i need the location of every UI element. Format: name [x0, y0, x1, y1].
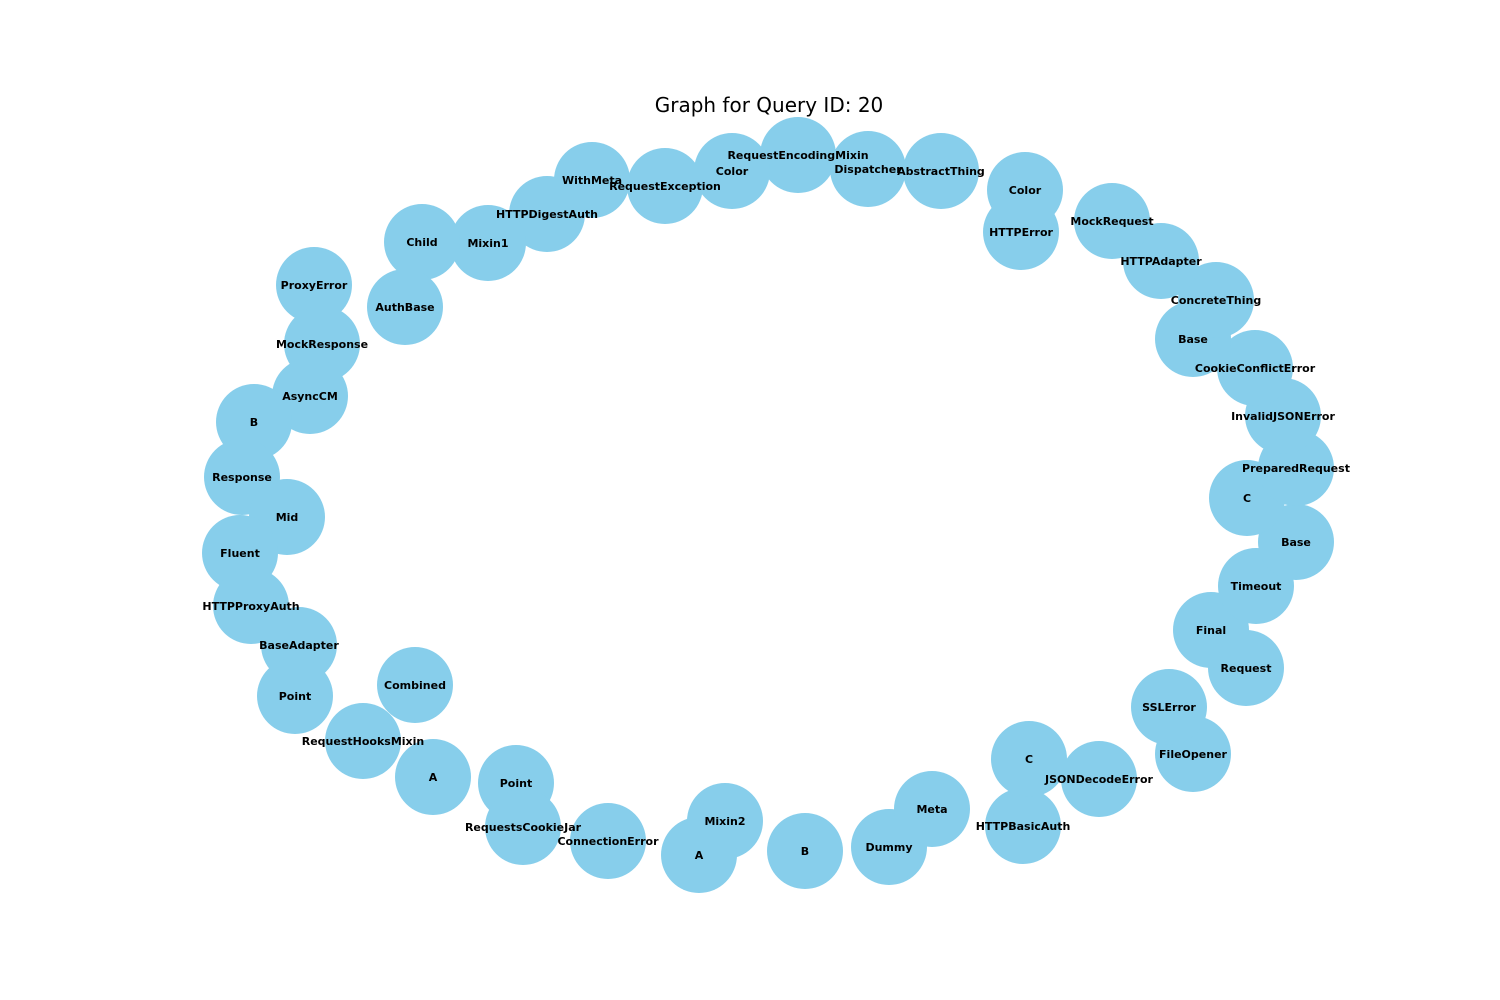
graph-node-label: CookieConflictError — [1195, 362, 1316, 375]
graph-node-label: HTTPBasicAuth — [976, 820, 1071, 833]
graph-node — [1061, 741, 1137, 817]
graph-node-label: B — [801, 845, 809, 858]
graph-node — [570, 803, 646, 879]
graph-node — [1074, 183, 1150, 259]
graph-node-label: JSONDecodeError — [1044, 773, 1153, 786]
graph-node-label: Timeout — [1231, 580, 1282, 593]
graph-node-label: SSLError — [1142, 701, 1196, 714]
graph-node-label: AsyncCM — [282, 390, 338, 403]
graph-node — [1217, 330, 1293, 406]
graph-node-label: C — [1243, 492, 1251, 505]
graph-node — [384, 204, 460, 280]
graph-node-label: HTTPAdapter — [1120, 255, 1202, 268]
graph-node — [991, 721, 1067, 797]
graph-node — [395, 739, 471, 815]
nodes-layer: RequestEncodingMixinDispatcherAbstractTh… — [202, 117, 1350, 893]
graph-node — [485, 789, 561, 865]
graph-node — [694, 133, 770, 209]
graph-node — [903, 133, 979, 209]
graph-node-label: Fluent — [220, 547, 260, 560]
graph-node-label: RequestEncodingMixin — [727, 149, 868, 162]
graph-node-label: HTTPDigestAuth — [496, 208, 598, 221]
graph-node-label: HTTPError — [989, 226, 1053, 239]
graph-node-label: Base — [1178, 333, 1208, 346]
graph-node-label: RequestHooksMixin — [302, 735, 425, 748]
graph-node — [661, 817, 737, 893]
graph-node-label: Point — [500, 777, 532, 790]
graph-node-label: Response — [212, 471, 272, 484]
graph-node-label: C — [1025, 753, 1033, 766]
graph-node — [894, 771, 970, 847]
graph-node-label: Mid — [276, 511, 299, 524]
graph-node-label: Meta — [916, 803, 947, 816]
graph-node-label: Child — [406, 236, 437, 249]
graph-node-label: B — [250, 416, 258, 429]
graph-node-label: Final — [1196, 624, 1226, 637]
graph-node-label: Dispatcher — [834, 163, 902, 176]
graph-node — [627, 148, 703, 224]
graph-node-label: RequestsCookieJar — [465, 821, 582, 834]
graph-node-label: HTTPProxyAuth — [202, 600, 299, 613]
graph-node — [377, 647, 453, 723]
graph-node-label: AuthBase — [375, 301, 434, 314]
graph-node — [450, 205, 526, 281]
graph-node-label: A — [429, 771, 438, 784]
graph-node-label: AbstractThing — [897, 165, 985, 178]
graph-node-label: MockResponse — [276, 338, 368, 351]
graph-node — [276, 247, 352, 323]
graph-node — [830, 131, 906, 207]
graph-node-label: PreparedRequest — [1242, 462, 1350, 475]
graph-node-label: Point — [279, 690, 311, 703]
graph-node-label: Base — [1281, 536, 1311, 549]
graph-node-label: ProxyError — [281, 279, 348, 292]
graph-node-label: ConnectionError — [557, 835, 659, 848]
graph-node — [325, 703, 401, 779]
graph-node — [1131, 669, 1207, 745]
graph-node-label: A — [695, 849, 704, 862]
graph-node-label: ConcreteThing — [1171, 294, 1261, 307]
graph-node-label: InvalidJSONError — [1231, 410, 1335, 423]
graph-node — [760, 117, 836, 193]
graph-node-label: RequestException — [609, 180, 721, 193]
graph-node-label: Color — [716, 165, 749, 178]
graph-node-label: Combined — [384, 679, 446, 692]
graph-node — [767, 813, 843, 889]
graph-node — [987, 152, 1063, 228]
graph-node-label: MockRequest — [1070, 215, 1153, 228]
graph-node-label: FileOpener — [1159, 748, 1227, 761]
graph-node-label: Mixin1 — [467, 237, 508, 250]
graph-node-label: BaseAdapter — [259, 639, 339, 652]
graph-node — [985, 788, 1061, 864]
graph-node — [1178, 262, 1254, 338]
graph-title: Graph for Query ID: 20 — [655, 93, 884, 117]
graph-node-label: Request — [1221, 662, 1272, 675]
graph-node — [1258, 504, 1334, 580]
graph-node-label: Mixin2 — [704, 815, 745, 828]
graph-node — [257, 658, 333, 734]
graph-node — [509, 176, 585, 252]
graph-node-label: WithMeta — [562, 174, 622, 187]
graph-node-label: Color — [1009, 184, 1042, 197]
graph-node — [367, 269, 443, 345]
graph-node-label: Dummy — [865, 841, 912, 854]
